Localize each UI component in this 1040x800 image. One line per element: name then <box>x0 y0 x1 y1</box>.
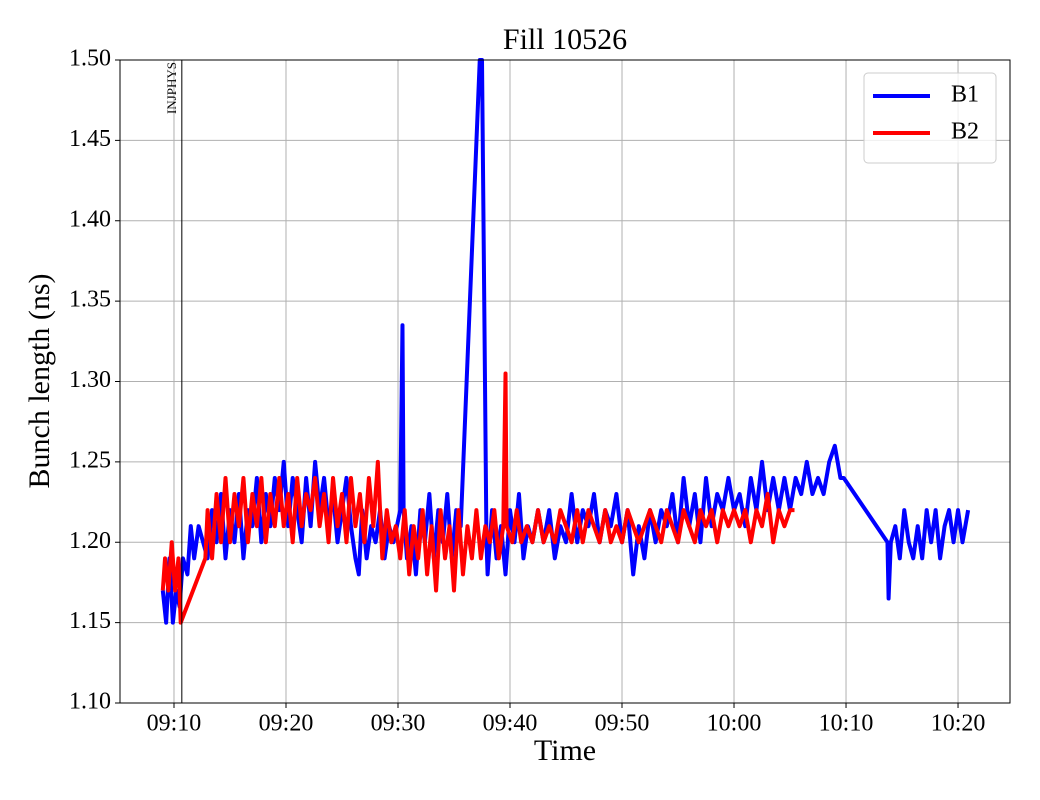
x-tick-label: 10:10 <box>819 711 874 737</box>
x-tick-label: 09:10 <box>147 711 202 737</box>
legend-label: B2 <box>951 119 979 145</box>
chart-title: Fill 10526 <box>503 23 627 56</box>
annotation-label: INJPHYS <box>164 62 179 114</box>
y-tick-label: 1.15 <box>69 608 111 634</box>
x-tick-label: 09:40 <box>483 711 538 737</box>
y-tick-label: 1.45 <box>69 126 111 152</box>
y-tick-label: 1.35 <box>69 287 111 313</box>
x-axis-label: Time <box>534 734 596 767</box>
x-tick-label: 09:50 <box>595 711 650 737</box>
y-axis-label: Bunch length (ns) <box>23 274 56 489</box>
x-tick-label: 10:00 <box>707 711 762 737</box>
series-line <box>160 371 795 625</box>
y-tick-label: 1.10 <box>69 689 111 715</box>
legend-label: B1 <box>951 82 979 108</box>
y-tick-label: 1.40 <box>69 206 111 232</box>
y-tick-label: 1.50 <box>69 46 111 72</box>
y-tick-label: 1.30 <box>69 367 111 393</box>
series-line <box>160 58 971 625</box>
plot-area: INJPHYS <box>160 58 971 703</box>
x-tick-label: 09:30 <box>371 711 426 737</box>
y-tick-label: 1.20 <box>69 528 111 554</box>
x-tick-label: 10:20 <box>931 711 986 737</box>
x-tick-label: 09:20 <box>259 711 314 737</box>
ticks: 1.10 1.15 1.20 1.25 1.30 1.35 1.40 1.45 1.50 09:1… <box>69 46 985 737</box>
y-tick-label: 1.25 <box>69 447 111 473</box>
